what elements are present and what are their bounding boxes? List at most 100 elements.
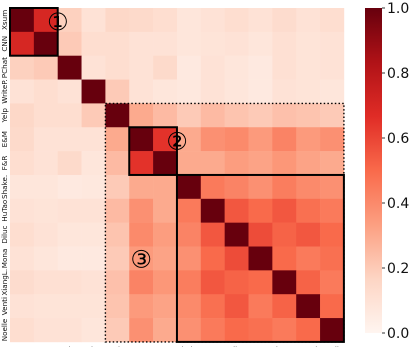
heatmap-cell-3-11 bbox=[272, 79, 297, 104]
heatmap-cell-5-12 bbox=[296, 127, 321, 152]
heatmap-cell-7-5 bbox=[129, 174, 154, 200]
heatmap-cell-0-10 bbox=[248, 8, 273, 33]
heatmap-cell-10-0 bbox=[10, 246, 35, 271]
heatmap-cell-5-13 bbox=[320, 127, 345, 152]
heatmap-cell-13-2 bbox=[57, 318, 82, 343]
heatmap-cell-7-7 bbox=[176, 174, 202, 200]
heatmap-cell-1-3 bbox=[81, 31, 106, 56]
heatmap-cell-0-4 bbox=[105, 8, 130, 33]
heatmap-cell-4-8 bbox=[200, 103, 225, 128]
heatmap-cell-2-5 bbox=[129, 55, 154, 80]
heatmap-cell-5-4 bbox=[105, 127, 130, 152]
heatmap-cell-4-2 bbox=[57, 103, 82, 128]
heatmap-cell-7-9 bbox=[224, 174, 249, 200]
heatmap-cell-7-8 bbox=[200, 174, 225, 200]
heatmap-cell-13-10 bbox=[248, 318, 273, 343]
heatmap-cell-9-12 bbox=[296, 222, 321, 247]
heatmap-cell-3-13 bbox=[320, 79, 345, 104]
heatmap-cell-1-12 bbox=[296, 31, 321, 56]
y-tick-label: Xsum bbox=[0, 10, 9, 30]
heatmap-cell-3-4 bbox=[105, 79, 130, 104]
heatmap-cell-13-1 bbox=[33, 318, 58, 343]
heatmap-cell-5-3 bbox=[81, 127, 106, 152]
heatmap-cell-13-7 bbox=[176, 318, 202, 343]
y-tick-label: Venti bbox=[0, 297, 9, 315]
heatmap-cell-9-4 bbox=[105, 222, 130, 247]
heatmap-cells bbox=[10, 8, 345, 343]
heatmap-cell-11-3 bbox=[81, 270, 106, 295]
heatmap-cell-1-0 bbox=[10, 31, 35, 56]
heatmap-cell-4-6 bbox=[153, 103, 178, 128]
heatmap-cell-2-11 bbox=[272, 55, 297, 80]
heatmap-cell-13-5 bbox=[129, 318, 154, 343]
x-tick-label: E&M bbox=[133, 345, 149, 347]
heatmap-cell-6-5 bbox=[129, 151, 154, 176]
heatmap-cell-2-6 bbox=[153, 55, 178, 80]
heatmap-cell-12-9 bbox=[224, 294, 249, 319]
heatmap-cell-13-13 bbox=[320, 318, 345, 343]
heatmap-cell-10-4 bbox=[105, 246, 130, 271]
heatmap-cell-13-11 bbox=[272, 318, 297, 343]
heatmap-cell-3-8 bbox=[200, 79, 225, 104]
heatmap-cell-13-6 bbox=[153, 318, 178, 343]
heatmap-cell-11-1 bbox=[33, 270, 58, 295]
heatmap-cell-11-6 bbox=[153, 270, 178, 295]
heatmap-cell-0-1 bbox=[33, 8, 58, 33]
x-tick-label: Mona bbox=[251, 345, 271, 347]
heatmap-cell-4-12 bbox=[296, 103, 321, 128]
heatmap-cell-11-7 bbox=[176, 270, 202, 295]
x-tick-label: Xsum bbox=[12, 345, 32, 347]
heatmap-cell-11-12 bbox=[296, 270, 321, 295]
heatmap-cell-6-3 bbox=[81, 151, 106, 176]
y-tick-label: HuTao bbox=[0, 200, 9, 222]
heatmap-cell-11-5 bbox=[129, 270, 154, 295]
heatmap-cell-10-10 bbox=[248, 246, 273, 271]
heatmap-cell-10-3 bbox=[81, 246, 106, 271]
heatmap-cell-6-8 bbox=[200, 151, 225, 176]
heatmap-cell-9-10 bbox=[248, 222, 273, 247]
colorbar-tick-label: 0.6 bbox=[387, 131, 409, 147]
heatmap-cell-3-6 bbox=[153, 79, 178, 104]
heatmap-cell-2-8 bbox=[200, 55, 225, 80]
y-tick-label: Mona bbox=[0, 249, 9, 269]
heatmap-cell-6-9 bbox=[224, 151, 249, 176]
heatmap-cell-11-4 bbox=[105, 270, 130, 295]
heatmap-cell-13-3 bbox=[81, 318, 106, 343]
heatmap-cell-9-8 bbox=[200, 222, 225, 247]
heatmap-cell-11-8 bbox=[200, 270, 225, 295]
y-tick-label: E&M bbox=[0, 131, 9, 147]
y-tick-label: WriteP. bbox=[0, 79, 9, 103]
heatmap-cell-8-5 bbox=[129, 198, 154, 223]
heatmap-cell-6-11 bbox=[272, 151, 297, 176]
y-tick-label: XiangL. bbox=[0, 269, 9, 296]
heatmap-cell-5-0 bbox=[10, 127, 35, 152]
heatmap-cell-12-1 bbox=[33, 294, 58, 319]
heatmap-cell-9-1 bbox=[33, 222, 58, 247]
heatmap-cell-4-10 bbox=[248, 103, 273, 128]
y-tick-label: Diluc bbox=[0, 226, 9, 244]
y-tick-label: PChat bbox=[0, 57, 9, 78]
heatmap-cell-9-9 bbox=[224, 222, 249, 247]
heatmap-cell-13-0 bbox=[10, 318, 35, 343]
heatmap-cell-4-4 bbox=[105, 103, 130, 128]
heatmap-cell-12-0 bbox=[10, 294, 35, 319]
heatmap-cell-7-4 bbox=[105, 174, 130, 200]
heatmap-cell-5-5 bbox=[129, 127, 154, 152]
heatmap-cell-3-0 bbox=[10, 79, 35, 104]
heatmap-cell-3-3 bbox=[81, 79, 106, 104]
heatmap-cell-3-7 bbox=[176, 79, 202, 104]
heatmap-cell-10-5 bbox=[129, 246, 154, 271]
heatmap-cell-10-6 bbox=[153, 246, 178, 271]
heatmap-cell-3-1 bbox=[33, 79, 58, 104]
heatmap-cell-12-4 bbox=[105, 294, 130, 319]
y-tick-label: Yelp bbox=[0, 108, 9, 124]
heatmap-cell-4-9 bbox=[224, 103, 249, 128]
heatmap-cell-9-11 bbox=[272, 222, 297, 247]
x-tick-label: HuTao bbox=[202, 345, 224, 347]
heatmap-cell-1-4 bbox=[105, 31, 130, 56]
heatmap-cell-10-2 bbox=[57, 246, 82, 271]
heatmap-cell-1-10 bbox=[248, 31, 273, 56]
heatmap-cell-9-3 bbox=[81, 222, 106, 247]
